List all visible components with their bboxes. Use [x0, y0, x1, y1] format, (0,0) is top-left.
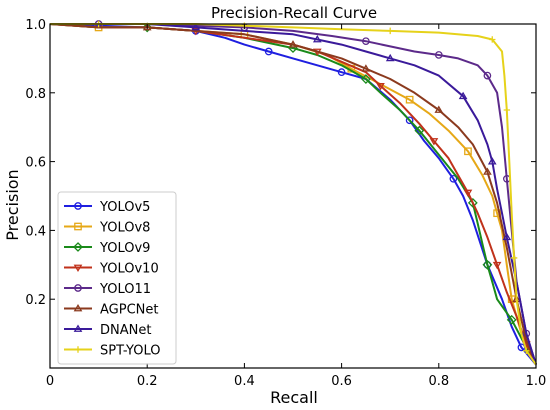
series-point [434, 51, 443, 59]
legend-item: YOLOv5 [64, 200, 150, 215]
legend-item: YOLOv8 [64, 221, 150, 236]
legend-marker [74, 222, 82, 231]
legend-box [57, 191, 177, 365]
series-point [489, 36, 496, 43]
series-line [50, 23, 537, 365]
series-point [414, 125, 425, 136]
series-point [142, 22, 152, 31]
series-point [362, 37, 370, 46]
y-axis-label: Precision [3, 169, 22, 240]
series-point [464, 147, 472, 156]
series-point [312, 34, 322, 43]
series-point [467, 197, 478, 208]
y-tick-label: 0.6 [25, 156, 46, 171]
axes: 0 0.2 0.4 0.6 0.8 1.0 0.2 0.4 0.6 0.8 1.0 [25, 18, 546, 389]
series-line [49, 23, 537, 366]
series-point [503, 106, 511, 114]
x-tick-label: 0.2 [137, 374, 158, 389]
y-tick-label: 0.4 [25, 224, 46, 239]
series-dnanet [50, 22, 537, 365]
legend-label: SPT-YOLO [100, 344, 160, 359]
chart-title: Precision-Recall Curve [211, 4, 377, 22]
plot-frame [49, 23, 537, 369]
series-point [361, 64, 371, 72]
legend-marker [74, 284, 82, 292]
x-tick-label: 1.0 [526, 374, 547, 389]
legend-marker [73, 324, 83, 332]
series-point [510, 254, 518, 262]
legend-label: YOLOv10 [99, 262, 159, 277]
legend-marker [74, 346, 82, 353]
legend-label: DNANet [100, 323, 151, 338]
series-point [405, 116, 414, 125]
x-tick-label: 0.8 [428, 374, 449, 389]
y-tick-label: 1.0 [25, 18, 46, 33]
legend-label: YOLOv9 [99, 241, 150, 256]
series-point [387, 27, 394, 35]
series-point [487, 157, 497, 165]
series-point [449, 174, 458, 183]
legend-marker [73, 242, 83, 252]
x-tick-label: 0 [46, 374, 54, 389]
x-axis-label: Recall [270, 388, 318, 407]
series-point [506, 314, 517, 325]
series-point [385, 53, 395, 62]
y-tick-label: 0.8 [25, 87, 46, 102]
legend-label: AGPCNet [100, 303, 158, 318]
legend-item: DNANet [64, 323, 151, 338]
legend-label: YOLOv5 [99, 200, 150, 215]
series-point [502, 232, 512, 241]
series-point [264, 47, 273, 56]
x-tick-label: 0.6 [331, 374, 352, 389]
legend-item: YOLOv9 [64, 241, 150, 256]
series-point [483, 71, 492, 80]
legend-marker [73, 304, 83, 312]
series-line [50, 23, 537, 365]
series-point [429, 138, 439, 146]
legend-marker [73, 264, 83, 272]
series-point [482, 259, 493, 270]
legend-label: YOLOv8 [99, 221, 150, 236]
y-tick-label: 0.2 [25, 293, 46, 308]
series-point [337, 68, 346, 77]
legend: YOLOv5 YOLOv8 YOLOv9 YOLOv10 YOLO11 AGPCNet DN… [57, 191, 177, 365]
series-point [483, 167, 492, 175]
series-point [458, 91, 468, 100]
series-point [288, 40, 298, 48]
legend-label: YOLO11 [99, 282, 151, 297]
legend-item: YOLOv10 [64, 262, 159, 277]
series-point [360, 74, 371, 84]
series-point [463, 189, 473, 198]
series-point [523, 347, 530, 354]
legend-item: AGPCNet [64, 303, 158, 318]
series-point [492, 261, 502, 270]
series-line [49, 23, 537, 366]
series-point [191, 22, 201, 31]
x-tick-label: 0.4 [234, 374, 255, 389]
legend-item: SPT-YOLO [64, 344, 160, 359]
series-point [405, 95, 414, 104]
series-point [434, 105, 444, 113]
legend-item: YOLO11 [64, 282, 151, 297]
legend-marker [74, 202, 82, 210]
series-point [142, 22, 153, 33]
series-point [376, 83, 385, 91]
